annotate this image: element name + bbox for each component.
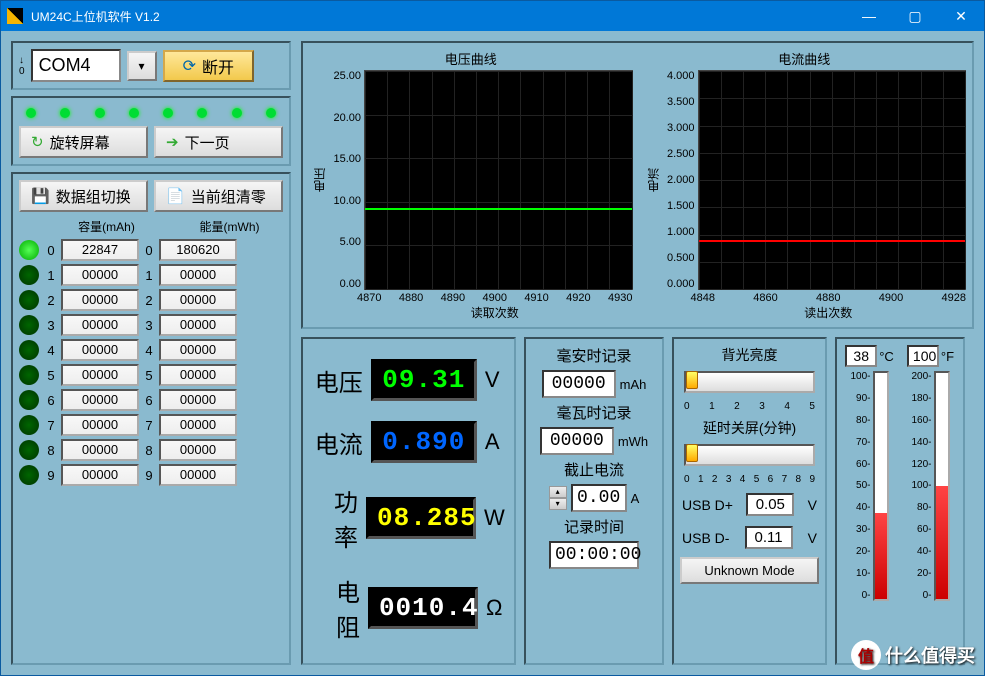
minimize-button[interactable]: —: [846, 1, 892, 31]
bank-cap-9: 00000: [61, 464, 139, 486]
databank-row-0: 0 22847 0 180620: [19, 239, 283, 261]
thermometer-panel: 38 °C 100-90-80-70-60-50-40-30-20-10-0- …: [835, 337, 965, 665]
databank-row-7: 7 00000 7 00000: [19, 414, 283, 436]
bank-energy-9: 00000: [159, 464, 237, 486]
port-dropdown-button[interactable]: ▾: [127, 51, 157, 81]
port-selector-idx: ↓0: [19, 55, 25, 77]
resist-label: 电阻: [313, 573, 360, 643]
bank-cap-1: 00000: [61, 264, 139, 286]
voltage-chart: 电压曲线 电压 25.0020.0015.0010.005.000.00 487…: [309, 49, 633, 321]
databank-row-1: 1 00000 1 00000: [19, 264, 283, 286]
mah-value: 00000: [542, 370, 616, 398]
bank-cap-4: 00000: [61, 339, 139, 361]
bank-cap-8: 00000: [61, 439, 139, 461]
databank-switch-button[interactable]: 💾 数据组切换: [19, 180, 148, 212]
rotate-icon: ↻: [31, 133, 44, 151]
bank-led-9: [19, 465, 39, 485]
current-value: 0.890: [371, 421, 477, 463]
thermometer-f: [934, 371, 950, 601]
bank-led-0: [19, 240, 39, 260]
power-value: 08.285: [366, 497, 476, 539]
bank-led-3: [19, 315, 39, 335]
rotate-screen-button[interactable]: ↻ 旋转屏幕: [19, 126, 148, 158]
bank-energy-7: 00000: [159, 414, 237, 436]
energy-header: 能量(mWh): [176, 218, 283, 235]
app-icon: [7, 8, 23, 24]
bank-cap-7: 00000: [61, 414, 139, 436]
com-port-select[interactable]: COM4: [31, 49, 121, 82]
databank-row-9: 9 00000 9 00000: [19, 464, 283, 486]
temp-c-value: 38: [845, 345, 877, 367]
current-label: 电流: [313, 425, 363, 460]
bank-led-1: [19, 265, 39, 285]
usb-dm-value: 0.11: [745, 526, 793, 549]
temp-f-value: 100: [907, 345, 939, 367]
record-panel: 毫安时记录 00000 mAh 毫瓦时记录 00000 mWh 截止电流 ▴▾ …: [524, 337, 664, 665]
next-page-button[interactable]: ➔ 下一页: [154, 126, 283, 158]
databank-row-2: 2 00000 2 00000: [19, 289, 283, 311]
databank-row-8: 8 00000 8 00000: [19, 439, 283, 461]
titlebar: UM24C上位机软件 V1.2 — ▢ ✕: [1, 1, 984, 31]
mwh-value: 00000: [540, 427, 614, 455]
databank-row-4: 4 00000 4 00000: [19, 339, 283, 361]
charts-panel: 电压曲线 电压 25.0020.0015.0010.005.000.00 487…: [301, 41, 974, 329]
bank-energy-2: 00000: [159, 289, 237, 311]
bank-energy-5: 00000: [159, 364, 237, 386]
bank-cap-5: 00000: [61, 364, 139, 386]
bank-energy-4: 00000: [159, 339, 237, 361]
bank-energy-1: 00000: [159, 264, 237, 286]
bank-led-5: [19, 365, 39, 385]
bank-led-7: [19, 415, 39, 435]
bank-cap-3: 00000: [61, 314, 139, 336]
voltage-value: 09.31: [371, 359, 477, 401]
clear-icon: 📄: [166, 187, 185, 205]
bank-energy-3: 00000: [159, 314, 237, 336]
databank-row-6: 6 00000 6 00000: [19, 389, 283, 411]
readouts-panel: 电压 09.31 V 电流 0.890 A 功率 08.285 W: [301, 337, 516, 665]
power-label: 功率: [313, 483, 358, 553]
usb-dp-value: 0.05: [746, 493, 794, 516]
current-chart: 电流曲线 电流 4.0003.5003.0002.5002.0001.5001.…: [643, 49, 967, 321]
bank-led-4: [19, 340, 39, 360]
resist-value: 0010.4: [368, 587, 478, 629]
bank-energy-6: 00000: [159, 389, 237, 411]
settings-panel: 背光亮度 012345 延时关屏(分钟) 0123456789 USB D+ 0…: [672, 337, 827, 665]
status-leds: [19, 104, 283, 122]
voltage-label: 电压: [313, 363, 363, 398]
save-icon: 💾: [31, 187, 50, 205]
bank-led-6: [19, 390, 39, 410]
time-value: 00:00:00: [549, 541, 639, 569]
close-button[interactable]: ✕: [938, 1, 984, 31]
bank-cap-0: 22847: [61, 239, 139, 261]
cutoff-value[interactable]: 0.00: [571, 484, 627, 512]
cutoff-stepper[interactable]: ▴▾: [549, 486, 567, 510]
databank-row-5: 5 00000 5 00000: [19, 364, 283, 386]
bank-energy-8: 00000: [159, 439, 237, 461]
refresh-icon: ⟳: [183, 56, 196, 76]
databank-clear-button[interactable]: 📄 当前组清零: [154, 180, 283, 212]
bank-cap-6: 00000: [61, 389, 139, 411]
bank-led-8: [19, 440, 39, 460]
mode-button[interactable]: Unknown Mode: [680, 557, 819, 584]
watermark: 值 什么值得买: [851, 640, 975, 670]
bank-energy-0: 180620: [159, 239, 237, 261]
maximize-button[interactable]: ▢: [892, 1, 938, 31]
brightness-slider[interactable]: [684, 371, 815, 393]
disconnect-button[interactable]: ⟳ 断开: [163, 50, 254, 82]
window-title: UM24C上位机软件 V1.2: [31, 8, 160, 25]
bank-cap-2: 00000: [61, 289, 139, 311]
bank-led-2: [19, 290, 39, 310]
screenoff-slider[interactable]: [684, 444, 815, 466]
databank-row-3: 3 00000 3 00000: [19, 314, 283, 336]
watermark-icon: 值: [851, 640, 881, 670]
thermometer-c: [873, 371, 889, 601]
capacity-header: 容量(mAh): [53, 218, 160, 235]
arrow-right-icon: ➔: [166, 133, 179, 151]
